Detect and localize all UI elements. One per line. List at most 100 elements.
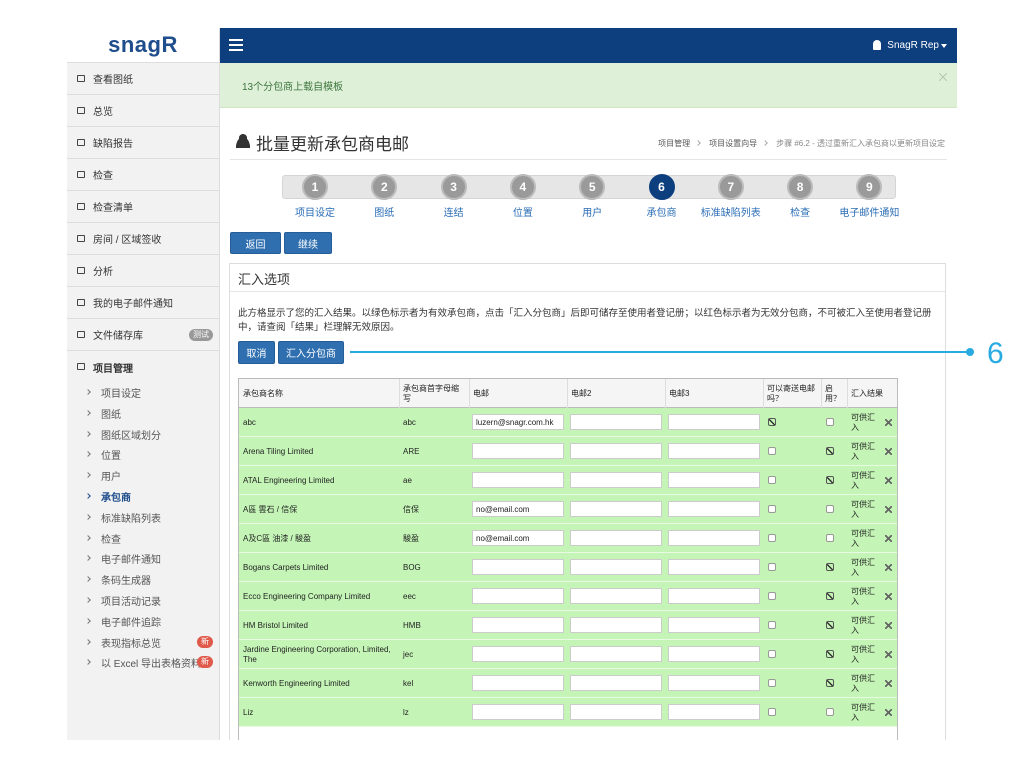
- wizard-label[interactable]: 位置: [512, 208, 533, 219]
- menu-toggle[interactable]: [229, 39, 243, 51]
- enabled-checkbox[interactable]: [826, 476, 834, 484]
- email-input[interactable]: [472, 443, 564, 459]
- cancel-button[interactable]: 取消: [238, 341, 275, 364]
- menu-item[interactable]: 房间 / 区域签收: [67, 223, 219, 255]
- send-checkbox[interactable]: [768, 418, 776, 426]
- email-input[interactable]: [668, 501, 760, 517]
- wizard-step[interactable]: 9: [856, 174, 883, 200]
- remove-row[interactable]: [885, 477, 892, 484]
- email-input[interactable]: [668, 443, 760, 459]
- email-input[interactable]: [668, 559, 760, 575]
- menu-item[interactable]: 总览: [67, 95, 219, 127]
- email-input[interactable]: [570, 443, 662, 459]
- remove-row[interactable]: [885, 564, 892, 571]
- email-input[interactable]: [472, 617, 564, 633]
- remove-row[interactable]: [885, 535, 892, 542]
- menu-item[interactable]: 分析: [67, 255, 219, 287]
- remove-row[interactable]: [885, 419, 892, 426]
- wizard-step[interactable]: 1: [302, 174, 328, 200]
- email-input[interactable]: no@email.com: [472, 530, 564, 546]
- submenu-item[interactable]: 项目设定: [67, 382, 219, 403]
- submenu-item[interactable]: 电子邮件通知: [67, 548, 219, 569]
- enabled-checkbox[interactable]: [826, 505, 834, 513]
- email-input[interactable]: [472, 588, 564, 604]
- wizard-label[interactable]: 检查: [790, 208, 811, 219]
- wizard-step[interactable]: 3: [440, 174, 467, 200]
- email-input[interactable]: [570, 414, 662, 430]
- email-input[interactable]: luzern@snagr.com.hk: [472, 414, 564, 430]
- submenu-item[interactable]: 标准缺陷列表: [67, 507, 219, 528]
- wizard-label[interactable]: 标准缺陷列表: [700, 208, 761, 219]
- email-input[interactable]: [570, 472, 662, 488]
- enabled-checkbox[interactable]: [826, 708, 834, 716]
- back-button[interactable]: 返回: [230, 232, 281, 254]
- send-checkbox[interactable]: [768, 563, 776, 571]
- wizard-step[interactable]: 2: [371, 174, 398, 200]
- menu-item[interactable]: 检查: [67, 159, 219, 191]
- submenu-item[interactable]: 图纸区域划分: [67, 424, 219, 445]
- wizard-step[interactable]: 7: [717, 174, 744, 200]
- remove-row[interactable]: [885, 448, 892, 455]
- remove-row[interactable]: [885, 622, 892, 629]
- menu-item[interactable]: 查看图纸: [67, 63, 219, 95]
- enabled-checkbox[interactable]: [826, 650, 834, 658]
- wizard-label[interactable]: 承包商: [646, 208, 677, 219]
- email-input[interactable]: [570, 588, 662, 604]
- enabled-checkbox[interactable]: [826, 621, 834, 629]
- submenu-item[interactable]: 用户: [67, 465, 219, 486]
- email-input[interactable]: [472, 704, 564, 720]
- user-menu[interactable]: SnagR Rep: [887, 40, 939, 51]
- remove-row[interactable]: [885, 593, 892, 600]
- wizard-label[interactable]: 图纸: [374, 208, 395, 219]
- enabled-checkbox[interactable]: [826, 534, 834, 542]
- import-button[interactable]: 汇入分包商: [278, 341, 344, 364]
- send-checkbox[interactable]: [768, 447, 776, 455]
- menu-item[interactable]: 检查清单: [67, 191, 219, 223]
- email-input[interactable]: [570, 675, 662, 691]
- submenu-item[interactable]: 电子邮件追踪: [67, 611, 219, 632]
- email-input[interactable]: [472, 472, 564, 488]
- submenu-item[interactable]: 条码生成器: [67, 569, 219, 590]
- send-checkbox[interactable]: [768, 679, 776, 687]
- wizard-label[interactable]: 用户: [582, 208, 603, 219]
- enabled-checkbox[interactable]: [826, 679, 834, 687]
- email-input[interactable]: [570, 617, 662, 633]
- wizard-label[interactable]: 电子邮件通知: [839, 208, 900, 219]
- submenu-item[interactable]: 表现指标总览 新: [67, 632, 219, 653]
- send-checkbox[interactable]: [768, 534, 776, 542]
- next-button[interactable]: 继续: [284, 232, 332, 254]
- send-checkbox[interactable]: [768, 476, 776, 484]
- wizard-step[interactable]: 5: [579, 174, 606, 200]
- email-input[interactable]: [668, 414, 760, 430]
- email-input[interactable]: [570, 501, 662, 517]
- remove-row[interactable]: [885, 709, 892, 716]
- enabled-checkbox[interactable]: [826, 418, 834, 426]
- submenu-item[interactable]: 承包商: [67, 486, 219, 507]
- email-input[interactable]: [570, 530, 662, 546]
- menu-item[interactable]: 我的电子邮件通知: [67, 287, 219, 319]
- enabled-checkbox[interactable]: [826, 563, 834, 571]
- enabled-checkbox[interactable]: [826, 592, 834, 600]
- submenu-item[interactable]: 图纸: [67, 403, 219, 424]
- submenu-item[interactable]: 项目活动记录: [67, 590, 219, 611]
- submenu-item[interactable]: 位置: [67, 444, 219, 465]
- send-checkbox[interactable]: [768, 708, 776, 716]
- email-input[interactable]: [668, 617, 760, 633]
- breadcrumb-item[interactable]: 项目设置向导: [709, 138, 758, 148]
- submenu-item[interactable]: 检查: [67, 528, 219, 549]
- alert-close[interactable]: [939, 73, 947, 81]
- email-input[interactable]: [570, 559, 662, 575]
- send-checkbox[interactable]: [768, 650, 776, 658]
- email-input[interactable]: [668, 530, 760, 546]
- remove-row[interactable]: [885, 680, 892, 687]
- email-input[interactable]: [668, 646, 760, 662]
- send-checkbox[interactable]: [768, 621, 776, 629]
- email-input[interactable]: [472, 646, 564, 662]
- email-input[interactable]: [472, 559, 564, 575]
- wizard-label[interactable]: 项目设定: [295, 208, 335, 219]
- menu-item[interactable]: 文件储存库 测试: [67, 319, 219, 351]
- email-input[interactable]: [570, 646, 662, 662]
- menu-item[interactable]: 缺陷报告: [67, 127, 219, 159]
- breadcrumb-item[interactable]: 项目管理: [658, 138, 691, 148]
- send-checkbox[interactable]: [768, 592, 776, 600]
